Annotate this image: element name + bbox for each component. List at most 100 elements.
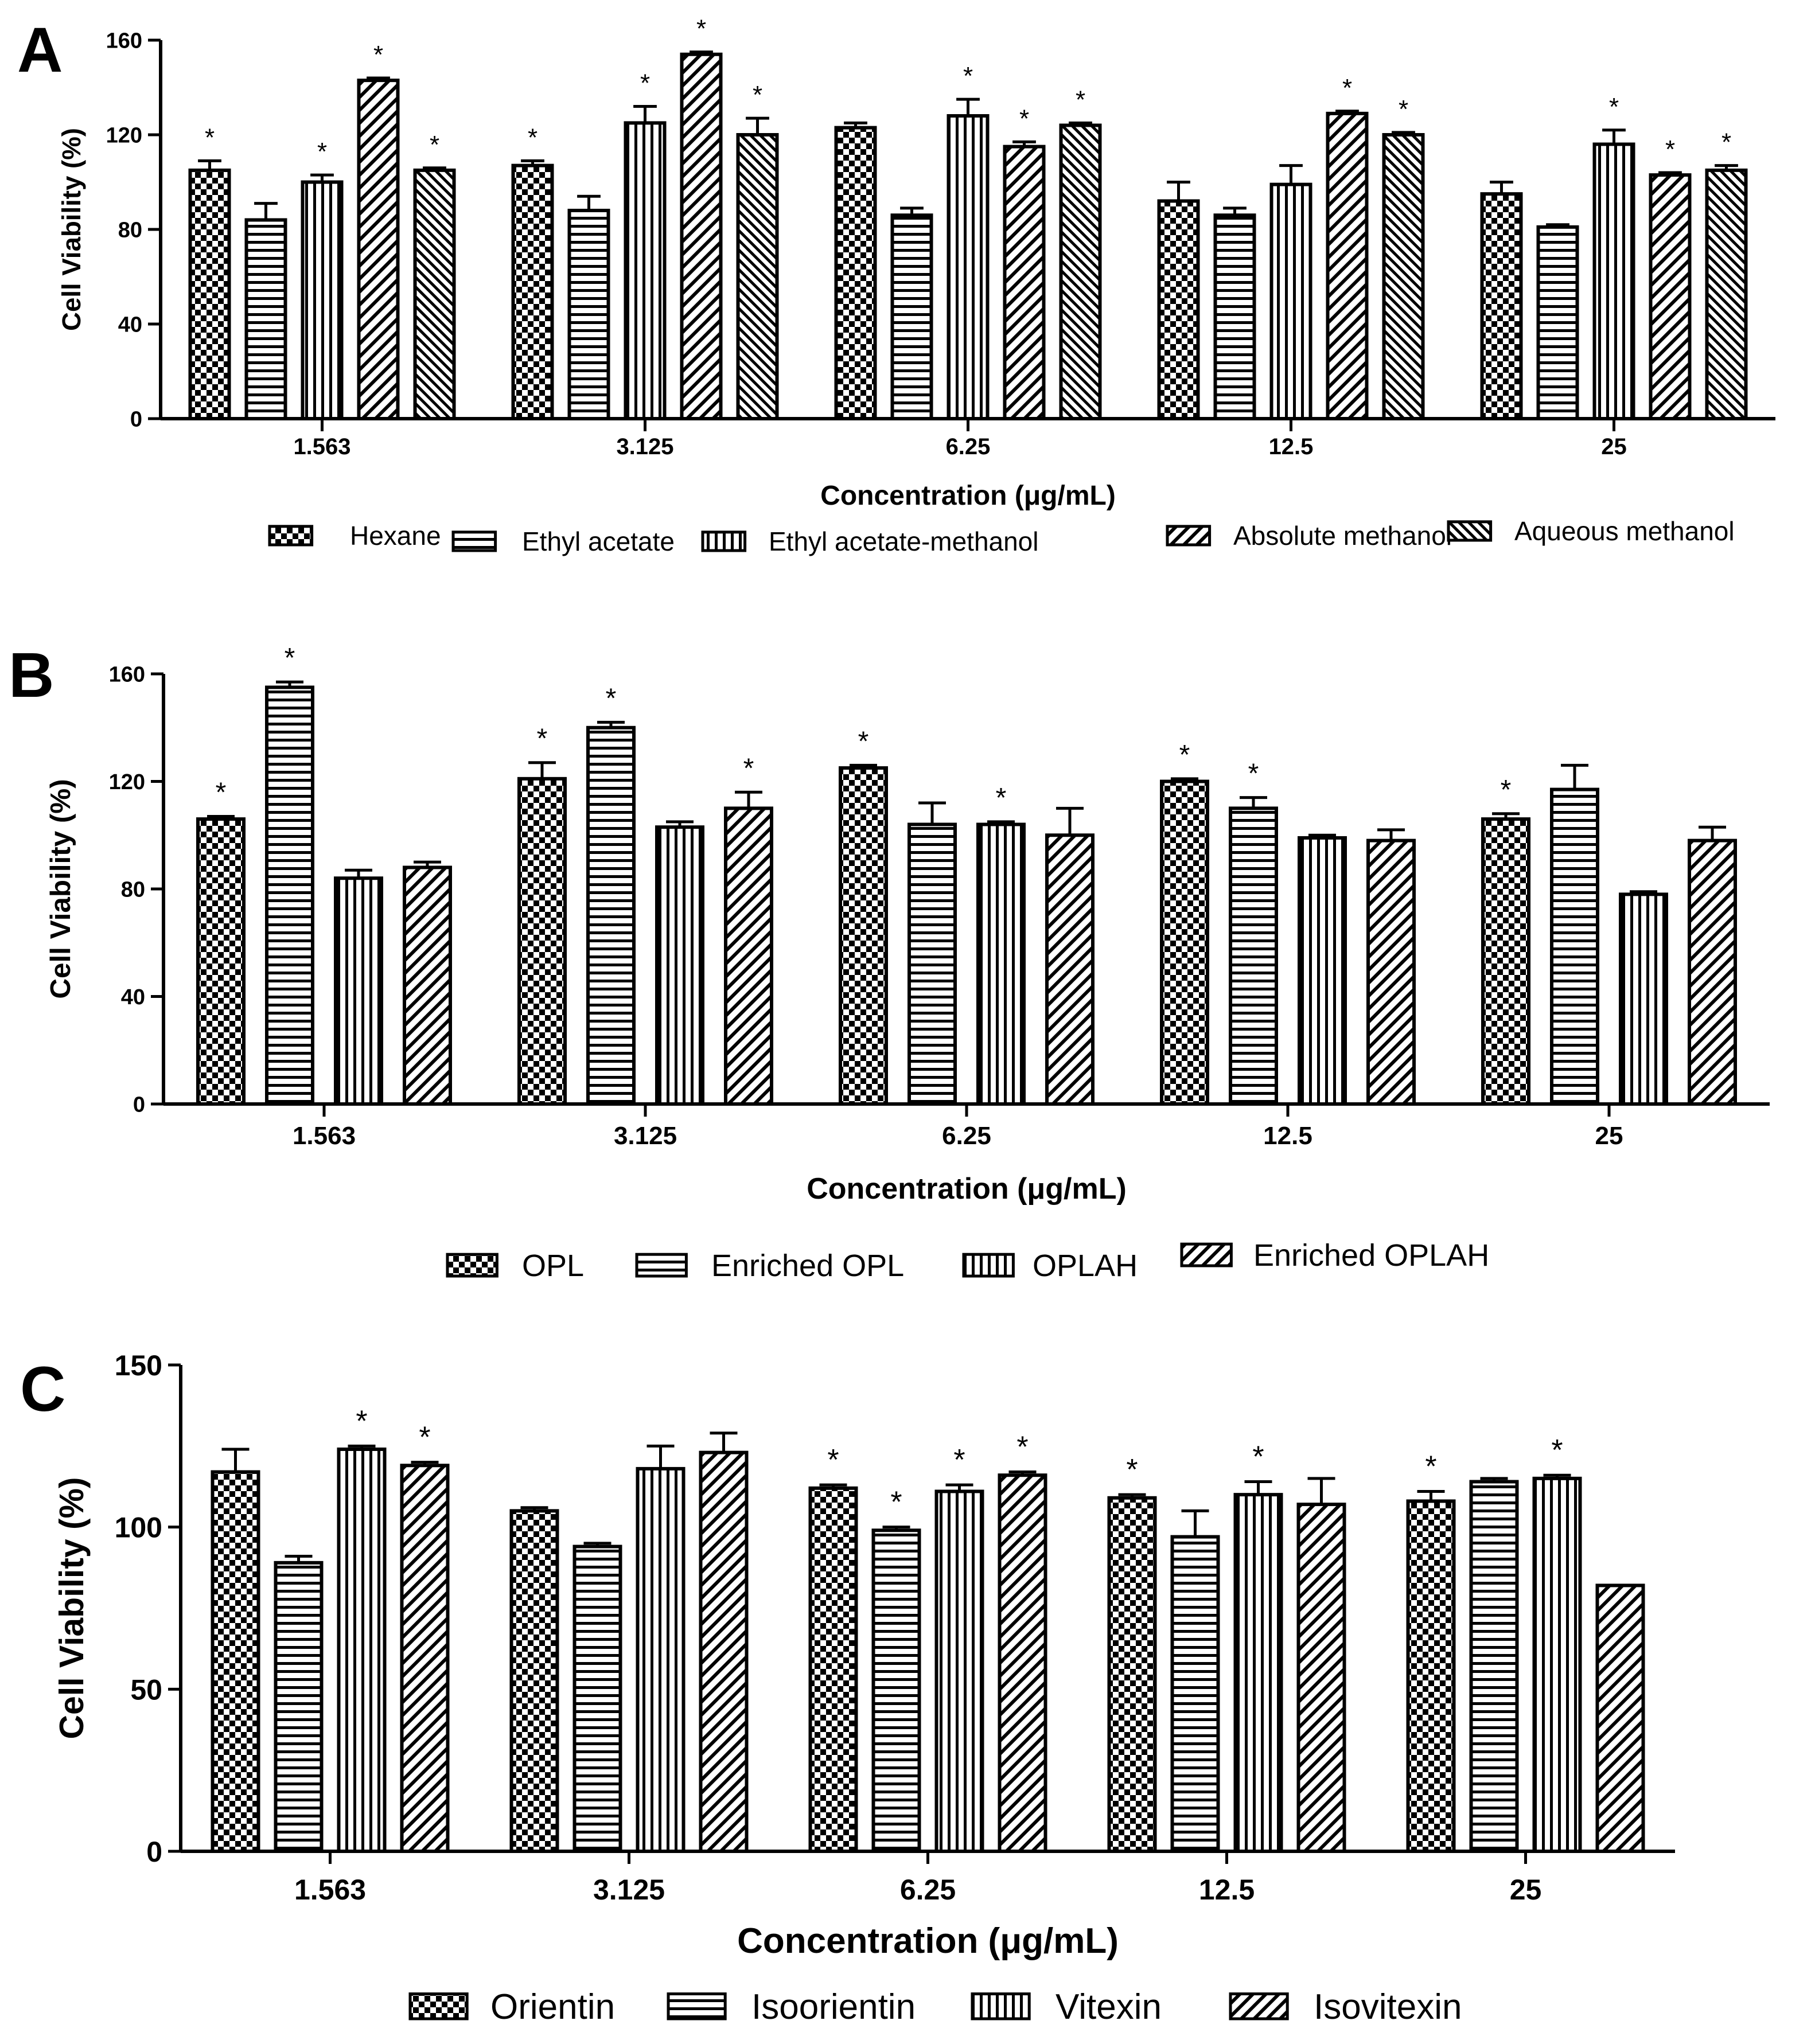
legend-swatch — [962, 1253, 1015, 1278]
bar — [1481, 817, 1530, 1106]
significance-marker: * — [640, 69, 650, 97]
significance-marker: * — [953, 1444, 965, 1477]
bar — [586, 725, 636, 1106]
significance-marker: * — [216, 777, 227, 808]
bar — [511, 163, 554, 420]
legend-swatch — [446, 1253, 498, 1278]
significance-marker: * — [996, 783, 1007, 813]
bar — [636, 1466, 686, 1854]
bar — [976, 822, 1026, 1106]
legend-label: Ethyl acetate — [522, 526, 675, 556]
significance-marker: * — [317, 138, 327, 166]
legend-swatch — [268, 525, 314, 547]
legend-label: Ethyl acetate-methanol — [769, 526, 1039, 556]
bar — [724, 806, 773, 1106]
y-tick-label: 160 — [109, 663, 145, 687]
x-tick-label: 25 — [1601, 434, 1627, 459]
significance-marker: * — [1019, 104, 1029, 132]
y-tick-label: 100 — [115, 1512, 162, 1544]
x-tick-label: 25 — [1595, 1122, 1623, 1150]
bar — [413, 168, 456, 420]
legend-label: Hexane — [350, 521, 441, 551]
bar — [188, 168, 231, 420]
legend-swatch — [408, 1992, 469, 2020]
significance-marker: * — [205, 123, 215, 151]
bar — [1233, 1493, 1283, 1853]
y-tick-label: 160 — [106, 29, 142, 53]
bar — [1469, 1480, 1519, 1853]
significance-marker: * — [1501, 775, 1512, 805]
significance-marker: * — [890, 1486, 902, 1519]
x-axis-label: Concentration (μg/mL) — [820, 481, 1116, 511]
bar — [1045, 833, 1095, 1106]
significance-marker: * — [1016, 1431, 1028, 1464]
bar — [196, 817, 246, 1106]
y-tick-label: 40 — [118, 313, 142, 337]
x-tick-label: 3.125 — [614, 1122, 677, 1150]
chart-panel-b: B 0 40 80 120 160 Cell Viability (%) 1.563 * * 3.1… — [9, 640, 1770, 1283]
y-axis-label: Cell Viability (%) — [53, 1477, 91, 1739]
x-tick-label: 3.125 — [593, 1874, 665, 1906]
significance-marker: * — [858, 726, 869, 756]
legend-label: Isovitexin — [1314, 1987, 1462, 2027]
panel-label: C — [20, 1354, 65, 1425]
significance-marker: * — [1609, 93, 1619, 121]
bar — [1160, 779, 1209, 1106]
x-tick-label: 12.5 — [1199, 1874, 1255, 1906]
bar — [839, 766, 888, 1106]
x-tick-label: 12.5 — [1263, 1122, 1312, 1150]
bar — [357, 79, 400, 420]
bar — [1059, 123, 1102, 420]
bar — [1532, 1476, 1582, 1854]
bar — [871, 1528, 921, 1854]
significance-marker: * — [1665, 135, 1675, 163]
significance-marker: * — [696, 15, 706, 43]
significance-marker: * — [1076, 85, 1085, 114]
bar — [265, 685, 314, 1106]
bar — [1296, 1503, 1346, 1853]
bar — [998, 1473, 1047, 1854]
y-tick-label: 120 — [106, 124, 142, 148]
bar — [1107, 1496, 1157, 1853]
legend-label: Isoorientin — [751, 1987, 916, 2027]
legend-swatch — [1166, 525, 1212, 547]
bar — [834, 126, 877, 420]
x-tick-label: 6.25 — [942, 1122, 991, 1150]
x-tick-label: 3.125 — [616, 434, 673, 459]
bar — [890, 213, 933, 420]
y-tick-label: 50 — [130, 1674, 162, 1706]
legend-label: OPLAH — [1033, 1249, 1138, 1283]
y-tick-label: 0 — [130, 408, 142, 432]
bar — [1157, 199, 1200, 420]
bar — [1688, 838, 1737, 1106]
panel-label: B — [9, 640, 54, 711]
bar — [699, 1450, 749, 1853]
bar — [403, 865, 452, 1106]
bar — [624, 121, 667, 420]
x-tick-label: 1.563 — [294, 1874, 366, 1906]
legend-swatch — [971, 1992, 1031, 2020]
y-tick-label: 120 — [109, 770, 145, 794]
bar — [1366, 838, 1416, 1106]
bar — [1298, 836, 1347, 1106]
legend-swatch — [1229, 1992, 1289, 2020]
significance-marker: * — [1248, 759, 1259, 789]
bar — [1003, 145, 1046, 420]
bar — [680, 52, 723, 420]
bar — [1406, 1499, 1456, 1853]
significance-marker: * — [356, 1405, 367, 1438]
y-axis-label: Cell Viability (%) — [45, 779, 76, 998]
y-tick-label: 80 — [118, 219, 142, 243]
bar — [301, 180, 344, 420]
legend-swatch — [701, 530, 747, 552]
significance-marker: * — [1252, 1441, 1264, 1474]
significance-marker: * — [1342, 74, 1352, 102]
legend-label: Aqueous methanol — [1514, 516, 1735, 546]
x-tick-label: 1.563 — [293, 1122, 356, 1150]
x-tick-label: 6.25 — [900, 1874, 956, 1906]
significance-marker: * — [606, 683, 617, 713]
bar — [1480, 192, 1523, 420]
legend-label: Vitexin — [1055, 1987, 1162, 2027]
y-tick-label: 150 — [115, 1349, 162, 1382]
significance-marker: * — [1179, 740, 1190, 770]
